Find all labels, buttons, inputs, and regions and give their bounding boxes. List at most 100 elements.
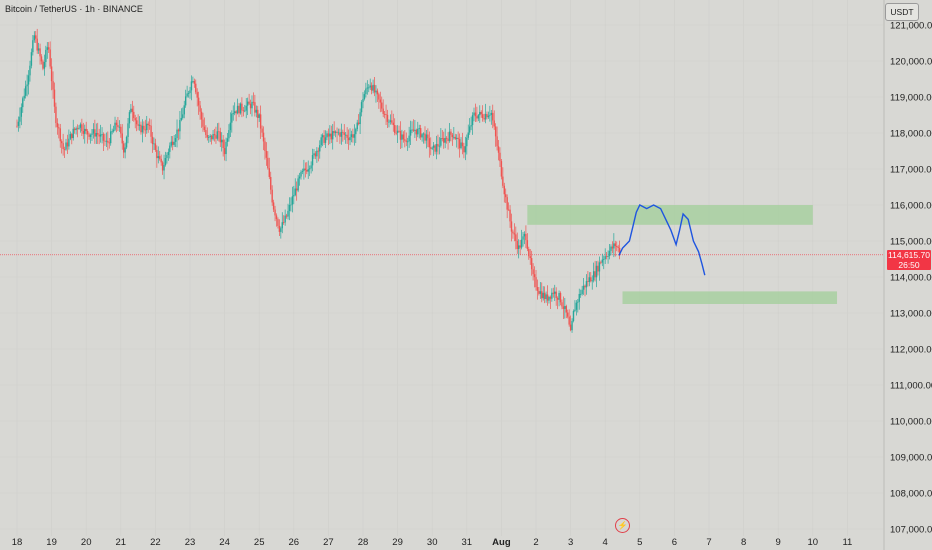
candle-body xyxy=(85,128,87,131)
symbol-title[interactable]: Bitcoin / TetherUS · 1h · BINANCE xyxy=(5,4,143,14)
x-tick-label: 9 xyxy=(776,537,781,548)
candle-body xyxy=(518,245,520,249)
candle-body xyxy=(173,141,175,145)
candle-body xyxy=(223,148,226,155)
candle-body xyxy=(308,168,311,170)
candle-body xyxy=(499,152,501,162)
candle-body xyxy=(153,143,155,145)
x-tick-label: 25 xyxy=(254,537,265,548)
candle-body xyxy=(50,66,53,82)
candle-body xyxy=(298,176,301,179)
candle-body xyxy=(616,246,618,247)
candle-body xyxy=(167,151,170,155)
y-tick-label: 109,000.00 xyxy=(890,452,932,463)
candle-body xyxy=(33,35,35,41)
candle-body xyxy=(513,233,516,235)
candle-body xyxy=(94,129,96,137)
candle-body xyxy=(538,290,540,294)
candle-body xyxy=(356,122,358,130)
x-tick-label: 20 xyxy=(81,537,92,548)
candle-body xyxy=(360,102,363,113)
candle-body xyxy=(95,133,97,137)
candle-body xyxy=(271,189,273,203)
candle-body xyxy=(487,115,490,118)
candle-body xyxy=(213,134,216,136)
candle-body xyxy=(248,101,250,104)
candle-body xyxy=(373,84,376,93)
candle-body xyxy=(164,158,167,166)
candle-body xyxy=(391,120,393,123)
candle-body xyxy=(569,324,572,331)
candle-body xyxy=(594,271,596,278)
candle-body xyxy=(71,134,73,139)
currency-button[interactable]: USDT xyxy=(885,3,919,21)
candle-body xyxy=(259,114,262,129)
candle-body xyxy=(510,221,513,232)
candle-body xyxy=(359,112,361,125)
candle-body xyxy=(293,195,295,197)
candle-body xyxy=(484,114,487,120)
candle-body xyxy=(255,109,258,113)
candle-body xyxy=(519,245,521,248)
candle-body xyxy=(541,291,543,299)
candle-body xyxy=(450,131,452,135)
candle-body xyxy=(161,162,164,171)
candle-body xyxy=(205,130,207,135)
candle-body xyxy=(454,136,456,139)
candle-body xyxy=(608,250,611,257)
candle-body xyxy=(79,124,82,128)
candle-body xyxy=(468,126,471,133)
candle-body xyxy=(197,97,200,106)
lightning-icon[interactable]: ⚡ xyxy=(615,518,630,533)
candle-body xyxy=(481,114,484,118)
candle-body xyxy=(160,158,162,163)
candle-body xyxy=(327,133,330,137)
candle-body xyxy=(143,125,145,130)
candle-body xyxy=(184,96,187,106)
zone-rect xyxy=(527,205,813,225)
candle-body xyxy=(236,105,239,114)
candle-body xyxy=(617,246,619,249)
candle-body xyxy=(445,137,448,139)
candle-body xyxy=(48,47,50,50)
candle-body xyxy=(306,170,308,172)
zone-rect xyxy=(622,291,838,304)
candle-body xyxy=(202,119,204,127)
candle-body xyxy=(398,130,400,132)
x-tick-label: 3 xyxy=(568,537,573,548)
candle-body xyxy=(598,262,601,272)
candle-body xyxy=(154,143,157,150)
candle-body xyxy=(587,281,589,282)
candle-body xyxy=(470,125,472,127)
candle-body xyxy=(166,154,168,159)
x-tick-label: 5 xyxy=(637,537,642,548)
candle-body xyxy=(270,176,272,190)
candle-body xyxy=(546,294,549,301)
candle-body xyxy=(334,131,337,133)
y-tick-label: 120,000.00 xyxy=(890,56,932,67)
candle-body xyxy=(107,140,109,143)
candle-body xyxy=(310,165,312,169)
candle-body xyxy=(555,291,557,299)
candle-body xyxy=(614,243,616,247)
candle-body xyxy=(92,129,95,134)
candle-body xyxy=(78,127,80,129)
candle-body xyxy=(262,132,265,142)
candle-body xyxy=(336,131,338,133)
candle-body xyxy=(45,49,47,63)
x-tick-label: 27 xyxy=(323,537,334,548)
candle-body xyxy=(147,123,149,126)
candle-body xyxy=(556,298,559,300)
candle-body xyxy=(343,132,345,135)
candle-body xyxy=(368,87,370,89)
candle-body xyxy=(111,131,113,133)
candle-body xyxy=(242,110,245,112)
candle-body xyxy=(579,293,582,295)
candle-body xyxy=(477,115,480,119)
x-tick-label: 10 xyxy=(808,537,819,548)
candle-body xyxy=(444,137,446,143)
current-price-value: 114,615.70 xyxy=(888,250,930,260)
candle-body xyxy=(314,153,317,157)
